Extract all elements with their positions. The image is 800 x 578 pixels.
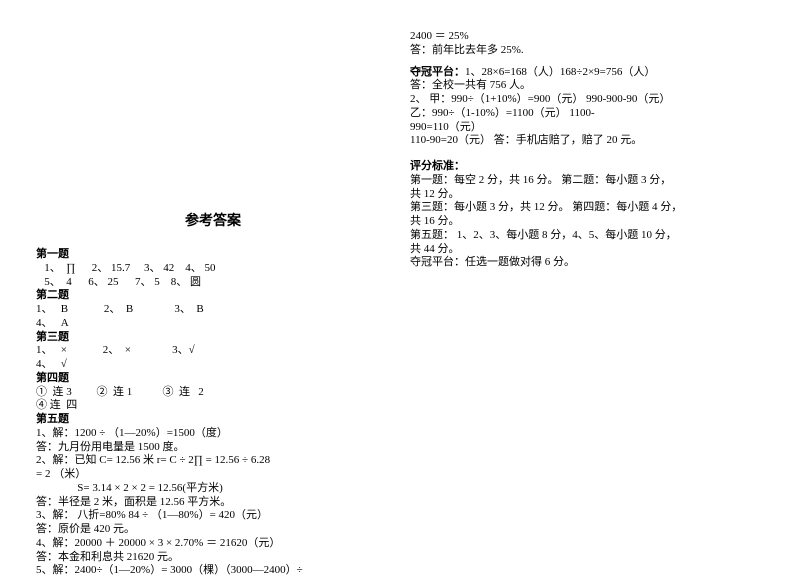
q2-line2: 4、 A xyxy=(36,317,390,331)
q1-line1: 1、 ∏ 2、 15.7 3、 42 4、 50 xyxy=(36,262,390,276)
q1-line2: 5、 4 6、 25 7、 5 8、 圆 xyxy=(36,276,390,290)
q5-l6: 3、解： 八折=80% 84 ÷ （1—80%）= 420（元） xyxy=(36,509,390,523)
page: 参考答案 第一题 1、 ∏ 2、 15.7 3、 42 4、 50 5、 4 6… xyxy=(0,0,800,566)
q5-l10: 5、解：2400÷（1—20%）= 3000（棵）（3000—2400）÷ xyxy=(36,564,390,578)
q3-line1: 1、 × 2、 × 3、√ xyxy=(36,344,390,358)
q2-line1: 1、 B 2、 B 3、 B xyxy=(36,303,390,317)
spacer2 xyxy=(410,148,770,160)
q5-l7: 答：原价是 420 元。 xyxy=(36,523,390,537)
r2: 答：前年比去年多 25%. xyxy=(410,44,770,58)
answer-title: 参考答案 xyxy=(36,210,390,230)
r4d: 110-90=20（元） 答：手机店赔了，赔了 20 元。 xyxy=(410,134,770,148)
r4c: 990=110（元） xyxy=(410,121,770,135)
r3b: 答：全校一共有 756 人。 xyxy=(410,79,770,93)
q5-l3b: = 2 （米） xyxy=(36,468,390,482)
q5-l5: 答：半径是 2 米，面积是 12.56 平方米。 xyxy=(36,496,390,510)
s4: 夺冠平台：任选一题做对得 6 分。 xyxy=(410,256,770,270)
q5-l8: 4、解：20000 ＋ 20000 × 3 × 2.70% ＝ 21620（元） xyxy=(36,537,390,551)
r3a: 1、28×6=168（人）168÷2×9=756（人） xyxy=(465,66,655,78)
s1a: 第一题：每空 2 分，共 16 分。 第二题：每小题 3 分， xyxy=(410,174,770,188)
q4-line2: ④ 连 四 xyxy=(36,399,390,413)
q5-l2: 答：九月份用电量是 1500 度。 xyxy=(36,441,390,455)
s2b: 共 16 分。 xyxy=(410,215,770,229)
q1-label: 第一题 xyxy=(36,248,390,262)
s1b: 共 12 分。 xyxy=(410,188,770,202)
q4-line1: ① 连 3 ② 连 1 ③ 连 2 xyxy=(36,386,390,400)
spacer xyxy=(410,58,770,66)
q5-l4: S= 3.14 × 2 × 2 = 12.56(平方米) xyxy=(36,482,390,496)
s2a: 第三题：每小题 3 分，共 12 分。 第四题：每小题 4 分， xyxy=(410,201,770,215)
r4b: 乙：990÷（1-10%）=1100（元） 1100- xyxy=(410,107,770,121)
r3-label: 夺冠平台： xyxy=(410,66,465,78)
left-column: 参考答案 第一题 1、 ∏ 2、 15.7 3、 42 4、 50 5、 4 6… xyxy=(0,0,400,566)
q5-l1: 1、解：1200 ÷ （1—20%）=1500（度） xyxy=(36,427,390,441)
r3-line: 夺冠平台：1、28×6=168（人）168÷2×9=756（人） xyxy=(410,66,770,80)
s3a: 第五题： 1、2、3、每小题 8 分，4、5、每小题 10 分， xyxy=(410,229,770,243)
q3-line2: 4、 √ xyxy=(36,358,390,372)
right-column: 2400 ＝ 25% 答：前年比去年多 25%. 夺冠平台：1、28×6=168… xyxy=(400,0,800,566)
s3b: 共 44 分。 xyxy=(410,243,770,257)
r4a: 2、 甲：990÷（1+10%）=900（元） 990-900-90（元） xyxy=(410,93,770,107)
q2-label: 第二题 xyxy=(36,289,390,303)
q3-label: 第三题 xyxy=(36,331,390,345)
q5-l9: 答：本金和利息共 21620 元。 xyxy=(36,551,390,565)
q5-l3: 2、解：已知 C= 12.56 米 r= C ÷ 2∏ = 12.56 ÷ 6.… xyxy=(36,454,390,468)
r1: 2400 ＝ 25% xyxy=(410,30,770,44)
scoring-label: 评分标准： xyxy=(410,160,770,174)
q5-label: 第五题 xyxy=(36,413,390,427)
q4-label: 第四题 xyxy=(36,372,390,386)
